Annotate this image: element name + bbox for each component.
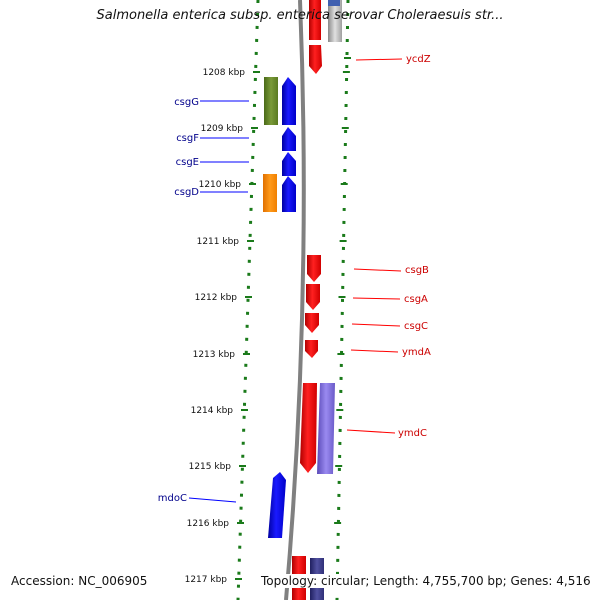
genome-backbone (284, 0, 306, 601)
genome-title: Salmonella enterica subsp. enterica sero… (96, 8, 504, 23)
feature-top-blue[interactable] (328, 0, 340, 6)
gene-ymdA[interactable] (305, 340, 318, 358)
gene-label-csgA[interactable]: csgA (404, 294, 428, 305)
scale-line-left (236, 0, 260, 601)
gene-label-ymdC[interactable]: ymdC (398, 428, 427, 439)
gene-label-csgE[interactable]: csgE (176, 157, 199, 168)
gene-label-csgF[interactable]: csgF (176, 133, 199, 144)
gene-label-csgB[interactable]: csgB (405, 265, 429, 276)
scale-line-right (335, 0, 350, 601)
gene-label-ycdZ[interactable]: ycdZ (406, 54, 431, 65)
scale-tick-label: 1209 kbp (201, 124, 244, 134)
scale-tick-label: 1217 kbp (185, 575, 228, 585)
feature-ymdC-rna[interactable] (317, 383, 335, 474)
gene-mdoC[interactable] (268, 472, 286, 538)
scale-ticks: 1208 kbp 1209 kbp 1210 kbp 1211 kbp 1212 kbp… (185, 57, 351, 585)
gene-leader-line (353, 268, 402, 272)
gene-csgC[interactable] (305, 313, 319, 333)
scale-tick-label: 1213 kbp (193, 350, 236, 360)
gene-leader-line (346, 429, 396, 434)
gene-leader-line (355, 58, 403, 61)
gene-label-csgD[interactable]: csgD (174, 187, 199, 198)
gene-leader-line (188, 497, 237, 503)
gene-leader-line (352, 297, 401, 300)
gene-labels: csgG csgF csgE csgD mdoC ycdZ csgB csgA csgC ymdA… (158, 54, 431, 504)
gene-ycdZ[interactable] (309, 45, 322, 74)
scale-tick-label: 1214 kbp (191, 406, 234, 416)
scale-tick-label: 1216 kbp (187, 519, 230, 529)
gene-leader-line (351, 323, 401, 327)
scale-tick-label: 1210 kbp (199, 180, 242, 190)
feature-top-red[interactable] (309, 0, 321, 40)
gene-csgG-olive[interactable] (264, 77, 278, 125)
gene-label-mdoC[interactable]: mdoC (158, 493, 187, 504)
gene-csgB[interactable] (307, 255, 321, 282)
gene-csgD-orange[interactable] (263, 174, 277, 212)
gene-csgG[interactable] (282, 77, 296, 125)
topology-summary: Topology: circular; Length: 4,755,700 bp… (259, 574, 593, 588)
gene-label-csgG[interactable]: csgG (174, 97, 199, 108)
gene-csgE[interactable] (282, 152, 296, 176)
scale-tick-label: 1215 kbp (189, 462, 232, 472)
gene-csgF[interactable] (282, 127, 296, 151)
feature-top-grey[interactable] (328, 0, 342, 42)
scale-tick-label: 1208 kbp (203, 68, 246, 78)
scale-tick-label: 1211 kbp (197, 237, 240, 247)
accession-text: Accession: NC_006905 (9, 574, 150, 588)
scale-tick-label: 1212 kbp (195, 293, 238, 303)
gene-ymdC[interactable] (300, 383, 317, 473)
gene-label-csgC[interactable]: csgC (404, 321, 428, 332)
gene-label-ymdA[interactable]: ymdA (402, 347, 431, 358)
gene-leader-line (350, 349, 399, 353)
gene-csgA[interactable] (306, 284, 320, 310)
gene-csgD[interactable] (282, 176, 296, 212)
